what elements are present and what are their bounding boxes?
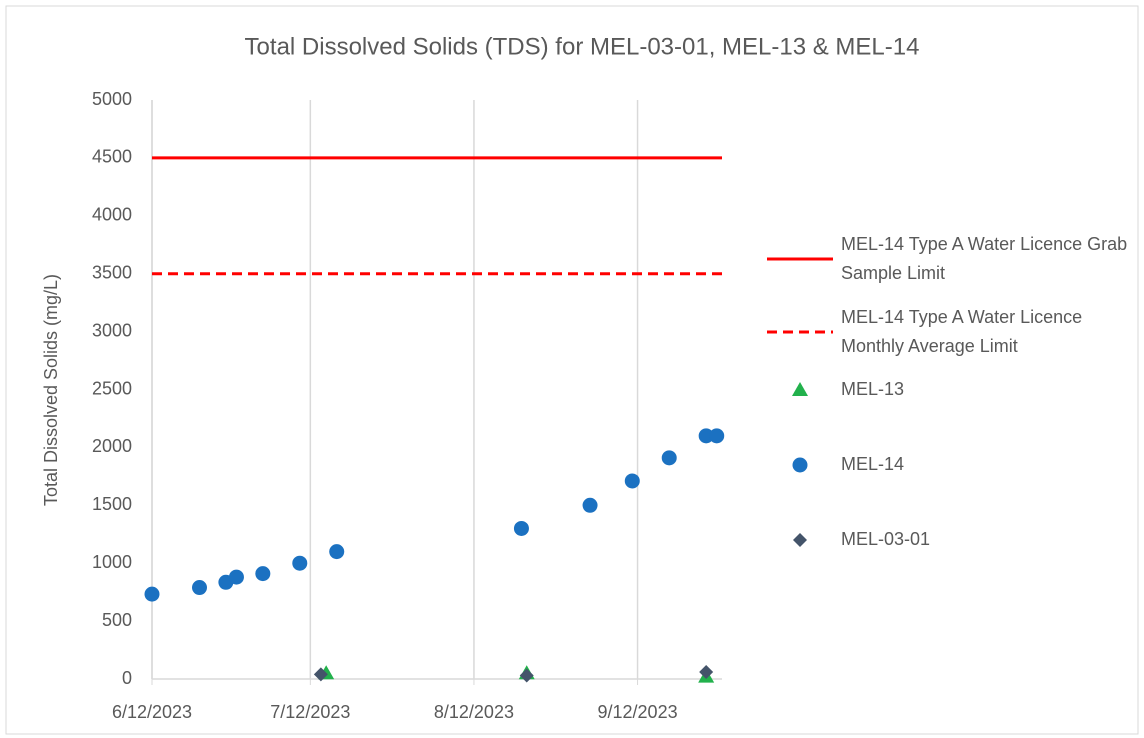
- legend-swatch: [793, 532, 807, 547]
- y-axis-label: Total Dissolved Solids (mg/L): [41, 274, 61, 506]
- legend-label: MEL-14 Type A Water Licence Grab Sample …: [841, 234, 1128, 283]
- marker: [698, 428, 714, 444]
- legend-label: MEL-03-01: [841, 529, 931, 549]
- legend-entry: MEL-14 Type A Water Licence Grab Sample …: [765, 230, 1144, 288]
- legend-label: MEL-13: [841, 379, 905, 399]
- y-tick-label: 3500: [92, 262, 132, 282]
- y-tick-label: 0: [122, 668, 132, 688]
- marker: [228, 569, 244, 585]
- legend-entry: MEL-14: [765, 450, 1144, 479]
- x-tick-label: 8/12/2023: [434, 702, 514, 722]
- y-tick-label: 5000: [92, 89, 132, 109]
- legend-entry: MEL-13: [765, 375, 1144, 404]
- y-tick-label: 1500: [92, 494, 132, 514]
- marker: [329, 544, 345, 560]
- legend-swatch: [792, 381, 808, 396]
- y-tick-label: 1000: [92, 552, 132, 572]
- marker: [793, 532, 807, 547]
- marker: [792, 457, 808, 472]
- x-tick-label: 6/12/2023: [112, 702, 192, 722]
- marker: [792, 381, 808, 396]
- marker: [255, 566, 271, 582]
- legend-entry: MEL-14 Type A Water Licence Monthly Aver…: [765, 303, 1144, 361]
- marker: [661, 450, 677, 466]
- chart-title: Total Dissolved Solids (TDS) for MEL-03-…: [245, 33, 920, 60]
- marker: [513, 520, 529, 536]
- marker: [144, 586, 160, 602]
- y-tick-label: 4500: [92, 147, 132, 167]
- x-tick-label: 9/12/2023: [598, 702, 678, 722]
- y-tick-label: 3000: [92, 320, 132, 340]
- marker: [192, 580, 207, 596]
- marker: [292, 555, 308, 571]
- chart-frame: [5, 5, 1139, 735]
- legend-label: MEL-14 Type A Water Licence Monthly Aver…: [841, 307, 1083, 356]
- marker: [582, 497, 598, 513]
- y-tick-label: 4000: [92, 205, 132, 225]
- marker: [519, 668, 534, 683]
- marker: [624, 473, 640, 489]
- legend-swatch: [792, 457, 808, 472]
- marker: [699, 665, 714, 680]
- y-tick-label: 2500: [92, 378, 132, 398]
- legend-label: MEL-14: [841, 454, 905, 474]
- x-tick-label: 7/12/2023: [270, 702, 350, 722]
- y-tick-label: 500: [102, 610, 132, 630]
- marker: [313, 667, 328, 682]
- legend-swatch: [767, 330, 833, 334]
- marker: [709, 428, 725, 444]
- legend-swatch: [767, 257, 833, 261]
- y-tick-label: 2000: [92, 436, 132, 456]
- legend-entry: MEL-03-01: [765, 525, 1144, 554]
